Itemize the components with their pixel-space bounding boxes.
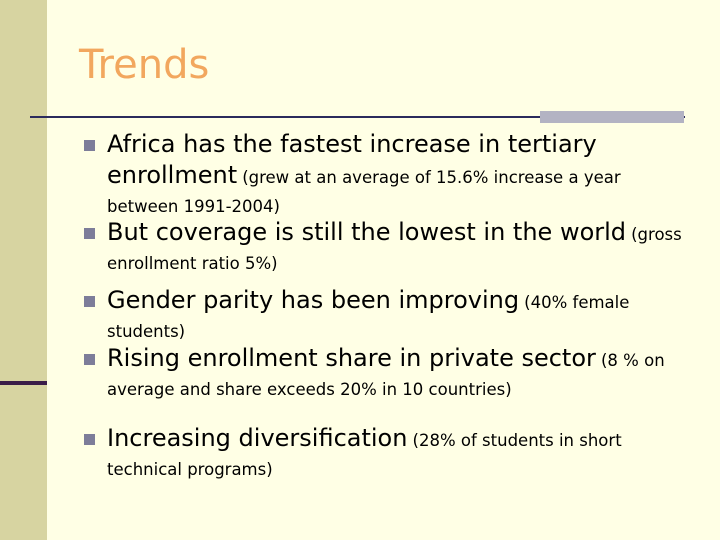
bullet-note: (grew at an average of 15.6% increase a … <box>107 168 621 216</box>
side-stripe <box>0 0 47 540</box>
title-rule <box>30 116 685 118</box>
bullet-note: (gross enrollment ratio 5%) <box>107 225 682 273</box>
bullet: Rising enrollment share in private secto… <box>84 344 697 404</box>
bullet-note: (28% of students in short technical prog… <box>107 431 622 479</box>
bullet-text: Gender parity has been improving <box>107 286 520 314</box>
bullet-note: (40% female students) <box>107 293 630 341</box>
rule-accent <box>540 111 684 123</box>
bullet: Increasing diversification (28% of stude… <box>84 424 697 484</box>
bullet: Gender parity has been improving (40% fe… <box>84 286 697 346</box>
bullet-text: But coverage is still the lowest in the … <box>107 218 627 246</box>
bullet-note: (8 % on average and share exceeds 20% in… <box>107 351 665 399</box>
side-mark <box>0 381 47 385</box>
bullet-text: Increasing diversification <box>107 424 408 452</box>
slide-title: Trends <box>79 42 210 88</box>
bullet: But coverage is still the lowest in the … <box>84 218 697 278</box>
bullet-text: Africa has the fastest increase in terti… <box>107 130 597 189</box>
bullet: Africa has the fastest increase in terti… <box>84 130 697 221</box>
bullet-text: Rising enrollment share in private secto… <box>107 344 596 372</box>
